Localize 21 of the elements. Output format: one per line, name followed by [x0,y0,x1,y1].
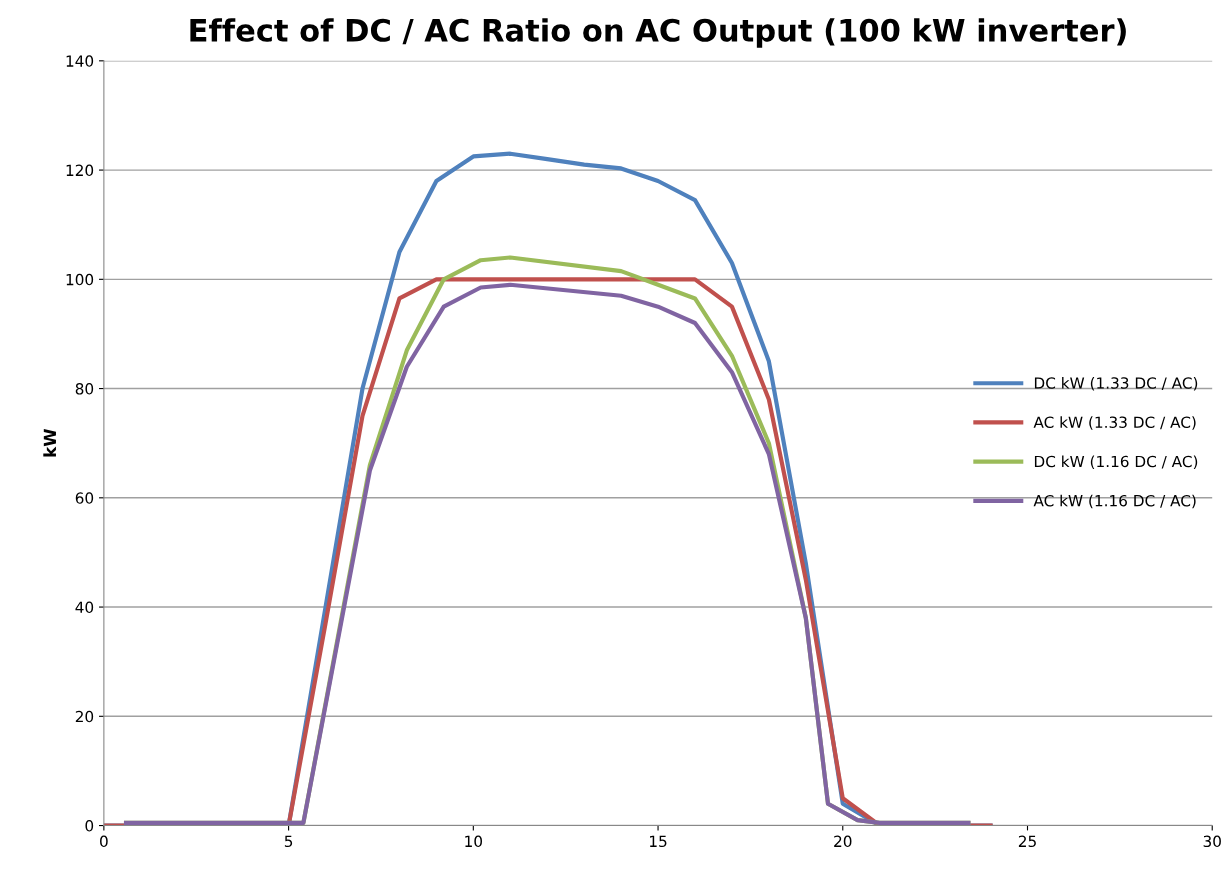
y-tick-label: 80 [75,383,94,395]
y-tick-label: 140 [66,55,94,67]
y-tick-label: 0 [85,820,94,832]
y-tick-label: 120 [66,164,94,177]
x-tick-label: 15 [650,835,667,848]
y-tick-label: 20 [75,710,94,723]
y-axis-title: kW [43,428,56,457]
y-tick-label: 100 [66,273,94,286]
x-tick-label: 5 [284,835,293,848]
legend-label: AC kW (1.33 DC / AC) [1033,416,1196,430]
x-tick-label: 25 [1018,835,1036,848]
y-tick-label: 60 [75,492,94,504]
x-tick-label: 30 [1203,835,1221,848]
legend-label: DC kW (1.33 DC / AC) [1034,376,1198,391]
legend-label: DC kW (1.16 DC / AC) [1034,455,1198,470]
x-tick-label: 20 [834,835,852,848]
chart-title: Effect of DC / AC Ratio on AC Output (100 kW inverter) [190,18,1126,48]
x-tick-label: 10 [465,835,483,848]
legend-label: AC kW (1.16 DC / AC) [1033,494,1196,509]
y-tick-label: 40 [75,601,94,614]
x-tick-label: 0 [100,835,108,848]
